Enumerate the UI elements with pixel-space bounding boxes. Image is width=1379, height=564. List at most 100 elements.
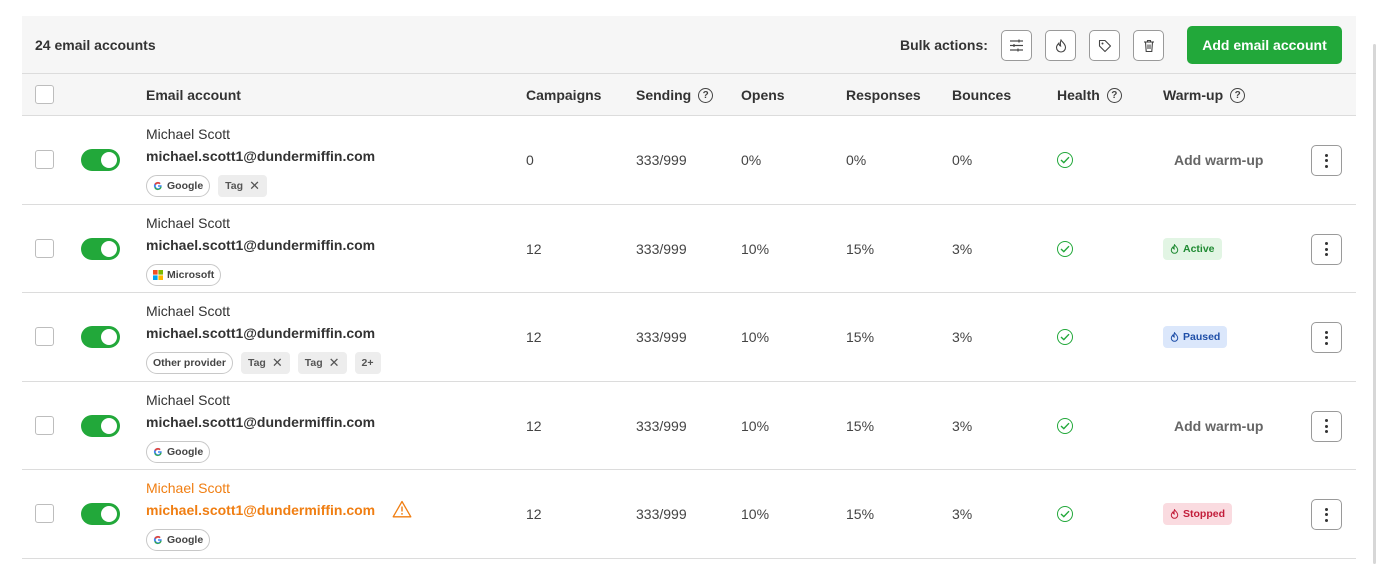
kebab-icon <box>1325 247 1328 251</box>
toolbar: 24 email accounts Bulk actions: <box>22 16 1356 74</box>
table-row[interactable]: Michael Scott michael.scott1@dundermiffin… <box>22 204 1356 293</box>
kebab-icon <box>1325 253 1328 257</box>
provider-chip: Microsoft <box>146 263 222 286</box>
account-count: 24 email accounts <box>35 37 156 53</box>
kebab-menu-button[interactable] <box>1311 322 1342 354</box>
column-sending[interactable]: Sending? <box>636 87 714 103</box>
account-enabled-toggle[interactable] <box>81 414 120 437</box>
kebab-menu-button[interactable] <box>1311 499 1342 531</box>
tag-chip: Tag ✕ <box>240 352 290 374</box>
column-campaigns[interactable]: Campaigns <box>526 87 602 103</box>
account-enabled-toggle[interactable] <box>81 237 120 260</box>
row-checkbox[interactable] <box>35 150 54 170</box>
bulk-filter-button[interactable] <box>1001 30 1032 61</box>
help-icon[interactable]: ? <box>698 87 714 103</box>
tag-chip: Tag ✕ <box>218 175 267 197</box>
tag-label: Tag <box>247 357 266 369</box>
trash-icon <box>1143 39 1154 52</box>
account-email[interactable]: michael.scott1@dundermiffin.com <box>146 148 376 164</box>
provider-label: Microsoft <box>167 268 215 281</box>
table-row[interactable]: Michael Scott michael.scott1@dundermiffin… <box>22 293 1356 382</box>
scrollbar[interactable] <box>1373 44 1376 564</box>
account-email[interactable]: michael.scott1@dundermiffin.com <box>146 236 376 253</box>
warmup-status-badge[interactable]: Stopped <box>1163 503 1232 526</box>
table-row[interactable]: Michael Scott michael.scott1@dundermiffin… <box>22 381 1356 470</box>
more-tags-chip[interactable]: 2+ <box>354 352 381 374</box>
google-logo-icon <box>153 181 162 191</box>
row-checkbox[interactable] <box>35 238 54 258</box>
account-enabled-toggle[interactable] <box>81 149 120 172</box>
help-icon[interactable]: ? <box>1230 87 1246 103</box>
flame-icon <box>1055 38 1066 53</box>
warning-icon[interactable] <box>392 500 412 523</box>
provider-label: Other provider <box>153 357 226 369</box>
row-checkbox[interactable] <box>35 415 54 435</box>
close-icon[interactable]: ✕ <box>249 178 260 193</box>
warmup-status-label: Active <box>1183 242 1215 255</box>
add-warmup-link[interactable]: Add warm-up <box>1174 152 1264 169</box>
provider-label: Google <box>167 445 204 458</box>
responses-cell: 15% <box>846 506 875 523</box>
table-row[interactable]: Michael Scott michael.scott1@dundermiffin… <box>22 470 1356 559</box>
kebab-menu-button[interactable] <box>1311 145 1342 177</box>
provider-chip: Google <box>146 529 211 551</box>
kebab-icon <box>1325 518 1328 522</box>
kebab-icon <box>1325 341 1328 345</box>
sending-cell: 333/999 <box>636 329 687 346</box>
kebab-menu-button[interactable] <box>1311 233 1342 265</box>
table-row[interactable]: Michael Scott michael.scott1@dundermiffin… <box>22 116 1356 205</box>
campaigns-cell: 12 <box>526 329 542 346</box>
kebab-icon <box>1325 430 1328 434</box>
kebab-icon <box>1325 164 1328 168</box>
warmup-status-badge[interactable]: Paused <box>1163 326 1228 349</box>
close-icon[interactable]: ✕ <box>271 355 283 370</box>
account-name: Michael Scott <box>146 303 231 319</box>
warmup-status-badge[interactable]: Active <box>1163 237 1222 260</box>
add-email-account-button[interactable]: Add email account <box>1187 26 1342 64</box>
email-accounts-panel: 24 email accounts Bulk actions: <box>22 16 1356 564</box>
bounces-cell: 3% <box>952 417 973 434</box>
bounces-cell: 0% <box>952 152 973 169</box>
account-enabled-toggle[interactable] <box>81 326 120 349</box>
add-warmup-link[interactable]: Add warm-up <box>1174 417 1264 434</box>
row-checkbox[interactable] <box>35 504 54 524</box>
campaigns-cell: 12 <box>526 240 542 257</box>
bounces-cell: 3% <box>952 506 973 523</box>
column-health[interactable]: Health? <box>1057 87 1122 103</box>
bulk-tag-button[interactable] <box>1089 30 1120 61</box>
check-circle-icon <box>1057 417 1073 434</box>
check-circle-icon <box>1057 240 1073 257</box>
filter-sliders-icon <box>1010 39 1023 52</box>
account-email[interactable]: michael.scott1@dundermiffin.com <box>146 413 376 430</box>
bounces-cell: 3% <box>952 240 973 257</box>
select-all-checkbox[interactable] <box>35 85 54 104</box>
provider-chip: Google <box>146 175 211 197</box>
provider-chip: Google <box>146 440 211 463</box>
responses-cell: 0% <box>846 152 867 169</box>
bulk-warmup-button[interactable] <box>1045 30 1076 61</box>
tag-label: Tag <box>304 357 323 369</box>
help-icon[interactable]: ? <box>1106 87 1122 103</box>
responses-cell: 15% <box>846 329 875 346</box>
column-responses[interactable]: Responses <box>846 87 921 103</box>
column-warmup[interactable]: Warm-up? <box>1163 87 1246 103</box>
account-tags: Other provider Tag ✕ Tag ✕ 2+ <box>146 352 381 374</box>
account-email[interactable]: michael.scott1@dundermiffin.com <box>146 502 376 518</box>
opens-cell: 10% <box>741 506 770 523</box>
opens-cell: 10% <box>741 240 770 257</box>
account-email[interactable]: michael.scott1@dundermiffin.com <box>146 325 376 341</box>
sending-cell: 333/999 <box>636 506 687 523</box>
bulk-delete-button[interactable] <box>1133 30 1164 61</box>
row-checkbox[interactable] <box>35 327 54 347</box>
account-enabled-toggle[interactable] <box>81 503 120 526</box>
sending-cell: 333/999 <box>636 417 687 434</box>
warmup-status-label: Stopped <box>1183 508 1225 521</box>
kebab-menu-button[interactable] <box>1311 410 1342 442</box>
column-bounces[interactable]: Bounces <box>952 87 1012 103</box>
close-icon[interactable]: ✕ <box>328 355 340 370</box>
flame-icon <box>1170 509 1179 519</box>
microsoft-logo-icon <box>153 269 163 280</box>
column-email-account[interactable]: Email account <box>146 87 241 103</box>
column-opens[interactable]: Opens <box>741 87 785 103</box>
campaigns-cell: 12 <box>526 506 542 523</box>
